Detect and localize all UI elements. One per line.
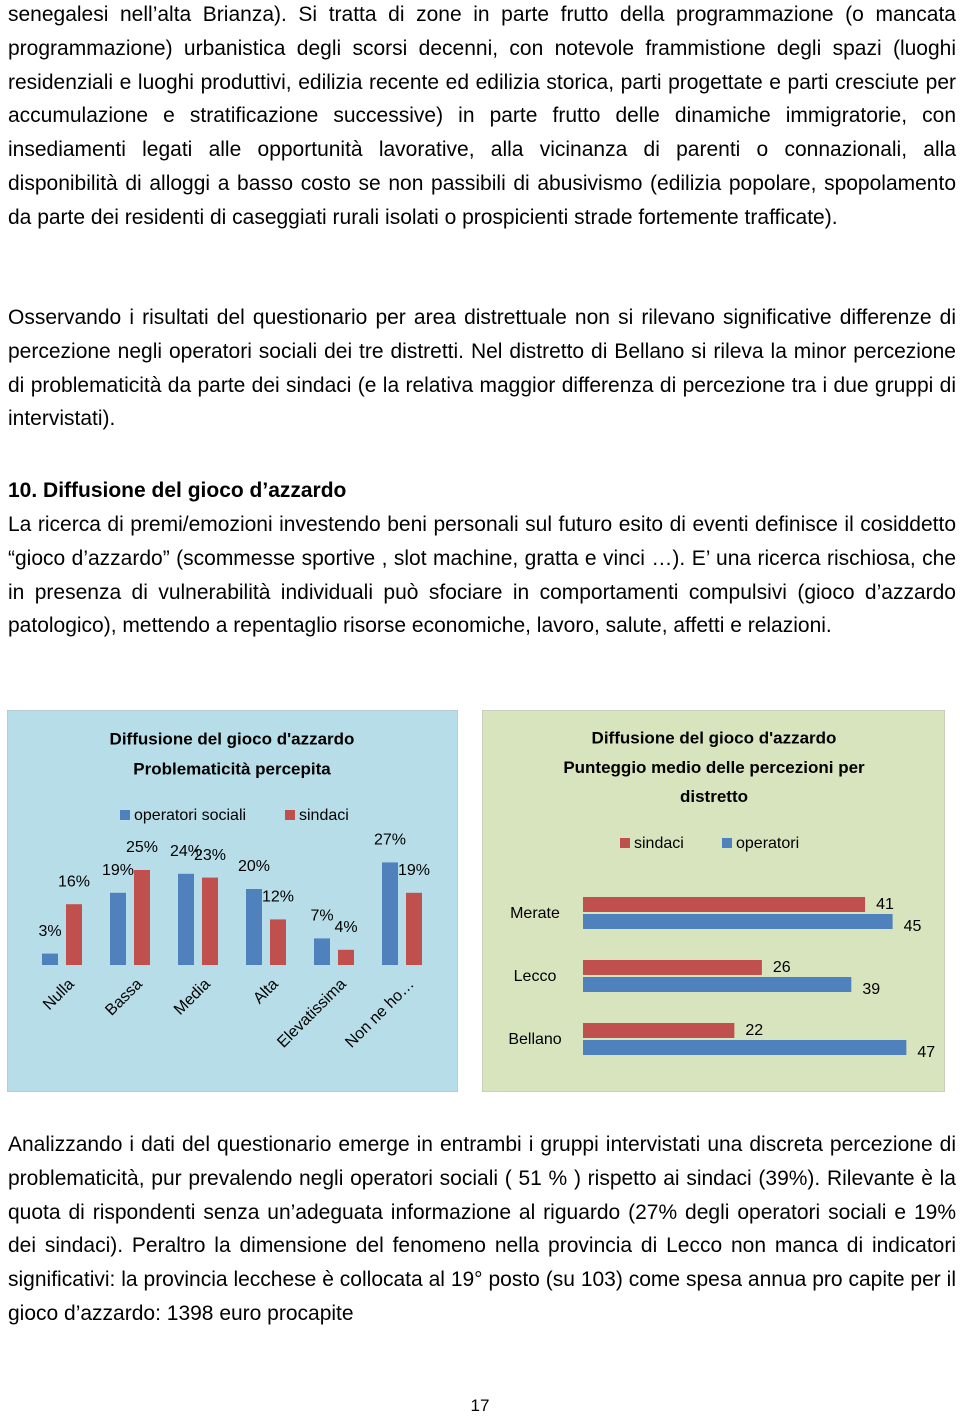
bar — [66, 904, 82, 965]
legend-swatch — [120, 810, 130, 820]
data-label: 22 — [745, 1022, 763, 1039]
bar — [202, 877, 218, 965]
bar — [583, 977, 852, 992]
page-number: 17 — [470, 1396, 490, 1415]
legend-swatch — [285, 810, 295, 820]
bar — [382, 862, 398, 965]
chart: Diffusione del gioco d'azzardo Punteggio … — [482, 710, 945, 1092]
legend-label: operatori sociali — [134, 807, 246, 824]
legend-label: operatori — [736, 835, 799, 852]
bar — [270, 919, 286, 965]
section-heading: 10. Diffusione del gioco d’azzardo — [8, 479, 347, 502]
chart-subtitle: Punteggio medio delle percezioni per dist… — [563, 758, 865, 806]
chart-subtitle: Problematicità percepita — [133, 759, 331, 778]
bar — [134, 870, 150, 965]
legend-label: sindaci — [634, 835, 684, 852]
paragraph: La ricerca di premi/emozioni investendo … — [8, 513, 956, 638]
bar — [406, 892, 422, 965]
data-label: 12% — [262, 889, 294, 906]
bar — [583, 960, 762, 975]
paragraph: senegalesi nell’alta Brianza). Si tratta… — [8, 3, 956, 229]
data-label: 4% — [334, 919, 357, 936]
data-label: 23% — [194, 847, 226, 864]
bar — [583, 914, 893, 929]
bar — [42, 953, 58, 965]
data-label: 19% — [398, 862, 430, 879]
y-tick-label: Bellano — [508, 1031, 561, 1048]
paragraph: Analizzando i dati del questionario emer… — [8, 1133, 956, 1325]
y-tick-label: Lecco — [514, 968, 557, 985]
bar — [110, 892, 126, 965]
data-label: 26 — [773, 959, 791, 976]
bar — [246, 889, 262, 965]
data-label: 20% — [238, 858, 270, 875]
data-label: 45 — [904, 918, 922, 935]
data-label: 25% — [126, 839, 158, 856]
data-label: 39 — [862, 981, 880, 998]
data-label: 27% — [374, 832, 406, 849]
data-label: 7% — [310, 908, 333, 925]
bar — [583, 1040, 907, 1055]
bar — [314, 938, 330, 965]
data-label: 3% — [38, 923, 61, 940]
legend-swatch — [620, 838, 630, 848]
y-tick-label: Merate — [510, 905, 560, 922]
data-label: 41 — [876, 896, 894, 913]
legend-label: sindaci — [299, 807, 349, 824]
bar — [178, 873, 194, 965]
bar — [583, 897, 866, 912]
data-label: 24% — [170, 843, 202, 860]
paragraph: Osservando i risultati del questionario … — [8, 306, 956, 431]
data-label: 47 — [917, 1044, 935, 1061]
chart-title: Diffusione del gioco d'azzardo — [110, 729, 355, 748]
legend-swatch — [722, 838, 732, 848]
chart: Diffusione del gioco d'azzardo Problemati… — [7, 710, 458, 1092]
chart-title: Diffusione del gioco d'azzardo — [592, 728, 837, 747]
bar — [583, 1023, 735, 1038]
data-label: 19% — [102, 862, 134, 879]
data-label: 16% — [58, 873, 90, 890]
bar — [338, 949, 354, 965]
